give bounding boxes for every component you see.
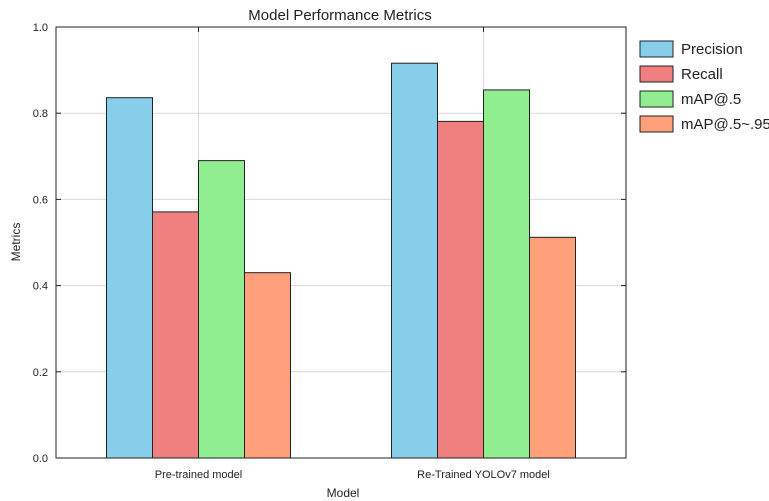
bar-recall-1 (437, 120, 484, 459)
y-tick-label: 0.2 (33, 367, 48, 379)
legend-label: Recall (681, 66, 723, 83)
legend: Precision Recall mAP@.5 mAP@.5~.95 (639, 40, 769, 133)
y-tick-label: 0.8 (33, 108, 48, 120)
bar-recall-0 (152, 211, 199, 459)
chart-title: Model Performance Metrics (248, 7, 431, 24)
legend-swatch (639, 90, 674, 108)
y-tick-label: 1.0 (33, 22, 48, 34)
bar-map-5-95-1 (529, 236, 576, 459)
x-tick-label: Pre-trained model (155, 469, 242, 481)
bar-precision-0 (106, 97, 153, 459)
legend-swatch (639, 40, 674, 58)
legend-label: mAP@.5~.95 (681, 116, 769, 133)
bar-map-5-95-0 (244, 272, 291, 459)
plot-frame (55, 26, 627, 459)
bar-map-5-1 (483, 89, 530, 459)
bar-precision-1 (391, 62, 438, 459)
legend-label: Precision (681, 41, 743, 58)
y-tick-label: 0.0 (33, 453, 48, 465)
axis-ticks: 0.0 0.2 0.4 0.6 0.8 1.0 Pre-trained model Re-Tr… (33, 22, 626, 481)
legend-swatch (639, 115, 674, 133)
bars (106, 62, 576, 459)
bar-map-5-0 (198, 160, 245, 459)
x-axis-label: Model (327, 486, 360, 500)
legend-label: mAP@.5 (681, 91, 741, 108)
legend-swatch (639, 65, 674, 83)
y-tick-label: 0.4 (33, 281, 48, 293)
y-axis-label: Metrics (9, 223, 23, 262)
x-tick-label: Re-Trained YOLOv7 model (417, 469, 550, 481)
y-tick-label: 0.6 (33, 194, 48, 206)
